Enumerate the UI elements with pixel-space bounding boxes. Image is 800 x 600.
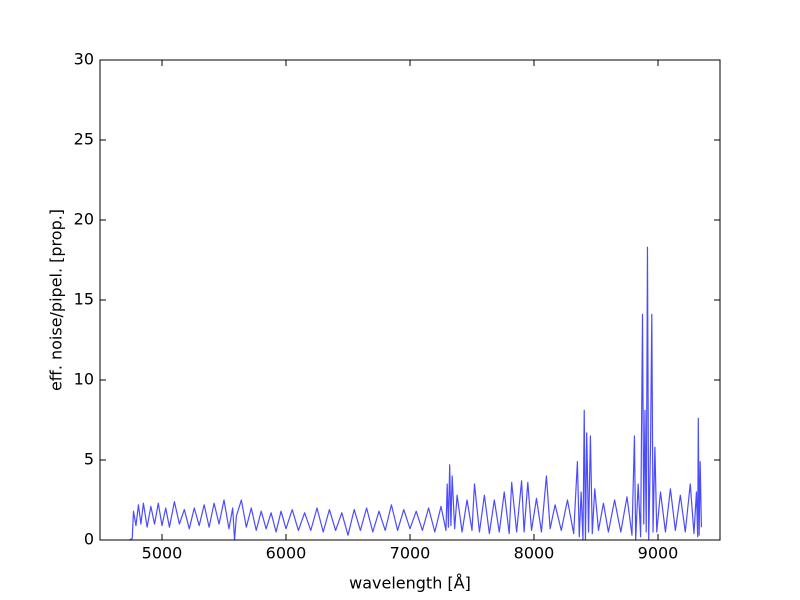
data-line <box>129 246 702 541</box>
x-tick-label: 6000 <box>266 544 307 563</box>
y-tick-label: 10 <box>74 370 94 389</box>
x-tick-label: 9000 <box>638 544 679 563</box>
x-axis-label: wavelength [Å] <box>349 574 471 593</box>
y-tick-label: 30 <box>74 50 94 69</box>
y-tick-label: 0 <box>84 530 94 549</box>
y-tick-label: 5 <box>84 450 94 469</box>
x-tick-label: 8000 <box>514 544 555 563</box>
y-axis-label: eff. noise/pipel. [prop.] <box>47 209 66 391</box>
y-tick-label: 25 <box>74 130 94 149</box>
y-tick-label: 15 <box>74 290 94 309</box>
y-tick-label: 20 <box>74 210 94 229</box>
x-tick-label: 7000 <box>390 544 431 563</box>
x-tick-label: 5000 <box>142 544 183 563</box>
